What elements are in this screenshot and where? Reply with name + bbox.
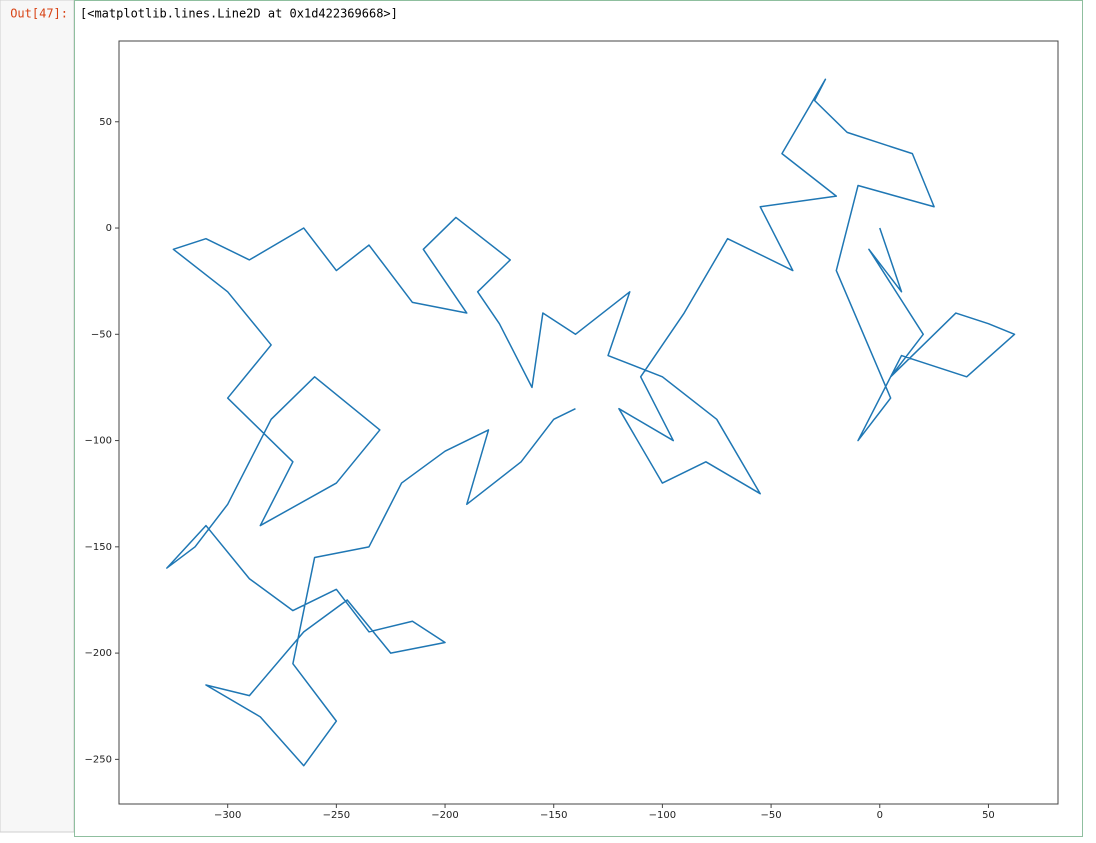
y-tick-label: −150 [85,542,112,553]
random-walk-line [166,78,1016,767]
plot-frame [118,40,1059,805]
y-tick-label: −50 [91,329,112,340]
y-tick-label: −100 [85,436,112,447]
x-tick-label: −150 [540,810,567,821]
prompt-gutter [0,0,75,833]
plot: −300 −250 −200 −150 −100 −50 0 50 −250 −200 −150 −1… [85,78,1016,821]
y-tick-label: −250 [85,754,112,765]
y-tick-label: 50 [99,117,112,128]
x-tick-label: −250 [323,810,350,821]
x-tick-label: −300 [214,810,241,821]
x-tick-label: 50 [982,810,995,821]
x-tick-label: −50 [761,810,782,821]
x-tick-label: −100 [649,810,676,821]
output-text: [<matplotlib.lines.Line2D at 0x1d4223696… [80,7,398,21]
x-tick-label: −200 [431,810,458,821]
output-area [74,0,1083,837]
y-tick-label: −200 [85,648,112,659]
out-prompt: Out[47]: [10,7,68,21]
y-tick-label: 0 [106,223,112,234]
x-tick-label: 0 [877,810,883,821]
